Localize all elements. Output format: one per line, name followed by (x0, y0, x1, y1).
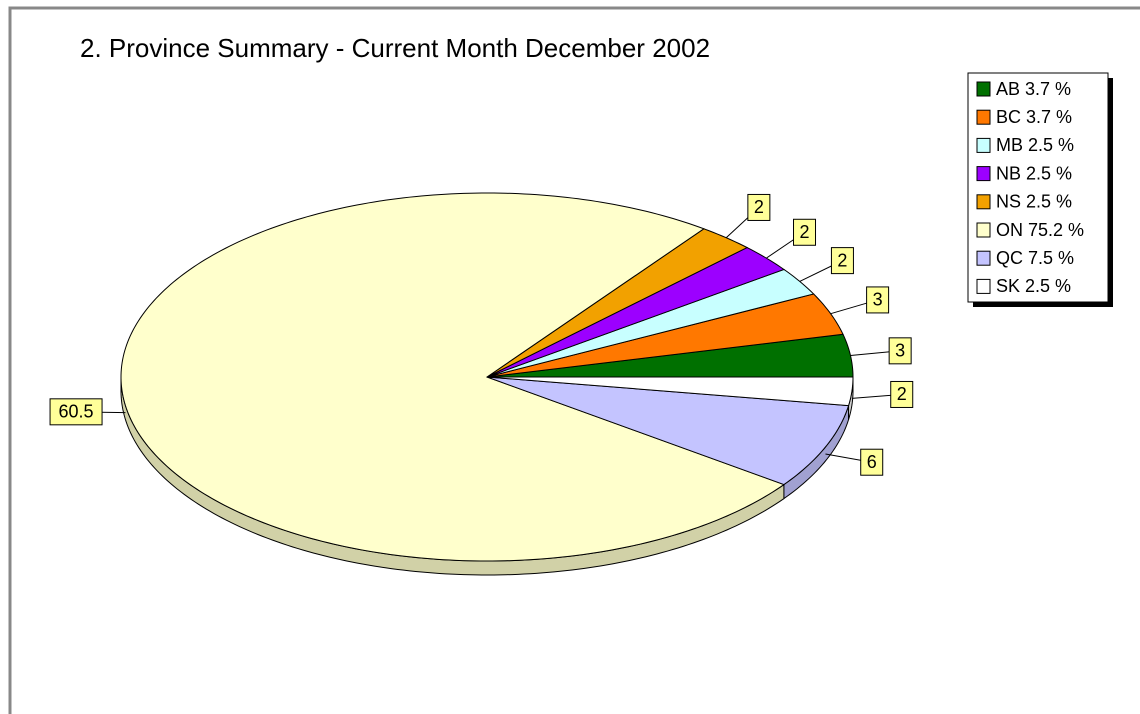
data-label: 2 (793, 218, 817, 246)
slice (486, 228, 749, 378)
data-label: 2 (830, 247, 854, 275)
label-box (830, 247, 854, 275)
label-text: 2 (800, 222, 810, 242)
label-box (890, 380, 914, 408)
legend-label: NB 2.5 % (996, 163, 1072, 183)
slice (486, 376, 850, 486)
slice (486, 376, 854, 407)
legend-label: SK 2.5 % (996, 276, 1071, 296)
label-box (888, 337, 912, 365)
legend-swatch (976, 222, 991, 238)
legend-label: AB 3.7 % (996, 79, 1071, 99)
slice (486, 246, 786, 378)
label-text: 6 (867, 452, 877, 472)
data-label: 2 (747, 193, 771, 221)
data-label: 6 (860, 448, 884, 476)
label-text: 60.5 (59, 402, 94, 422)
legend-label: NS 2.5 % (996, 192, 1072, 212)
label-box (49, 398, 103, 426)
legend-swatch (976, 81, 991, 97)
data-label: 2 (890, 380, 914, 408)
chart-title: 2. Province Summary - Current Month Dece… (80, 33, 710, 63)
legend-label: BC 3.7 % (996, 107, 1072, 127)
label-box (866, 286, 890, 314)
data-label: 3 (888, 337, 912, 365)
legend-swatch (976, 109, 991, 125)
data-label: 60.5 (49, 398, 103, 426)
label-text: 3 (873, 290, 883, 310)
legend-swatch (976, 250, 991, 266)
label-box (747, 193, 771, 221)
legend-swatch (976, 278, 991, 294)
label-box (793, 218, 817, 246)
label-text: 2 (897, 384, 907, 404)
legend-swatch (976, 166, 991, 182)
slice (120, 192, 786, 562)
slice (486, 293, 844, 378)
legend-swatch (976, 194, 991, 210)
legend (967, 72, 1109, 303)
label-text: 2 (837, 250, 847, 270)
label-box (860, 448, 884, 476)
data-label: 3 (866, 286, 890, 314)
legend-label: ON 75.2 % (996, 220, 1084, 240)
legend-swatch (976, 137, 991, 153)
frame (8, 6, 1140, 714)
label-text: 3 (895, 341, 905, 361)
legend-label: QC 7.5 % (996, 248, 1074, 268)
legend-label: MB 2.5 % (996, 135, 1074, 155)
label-text: 2 (754, 197, 764, 217)
